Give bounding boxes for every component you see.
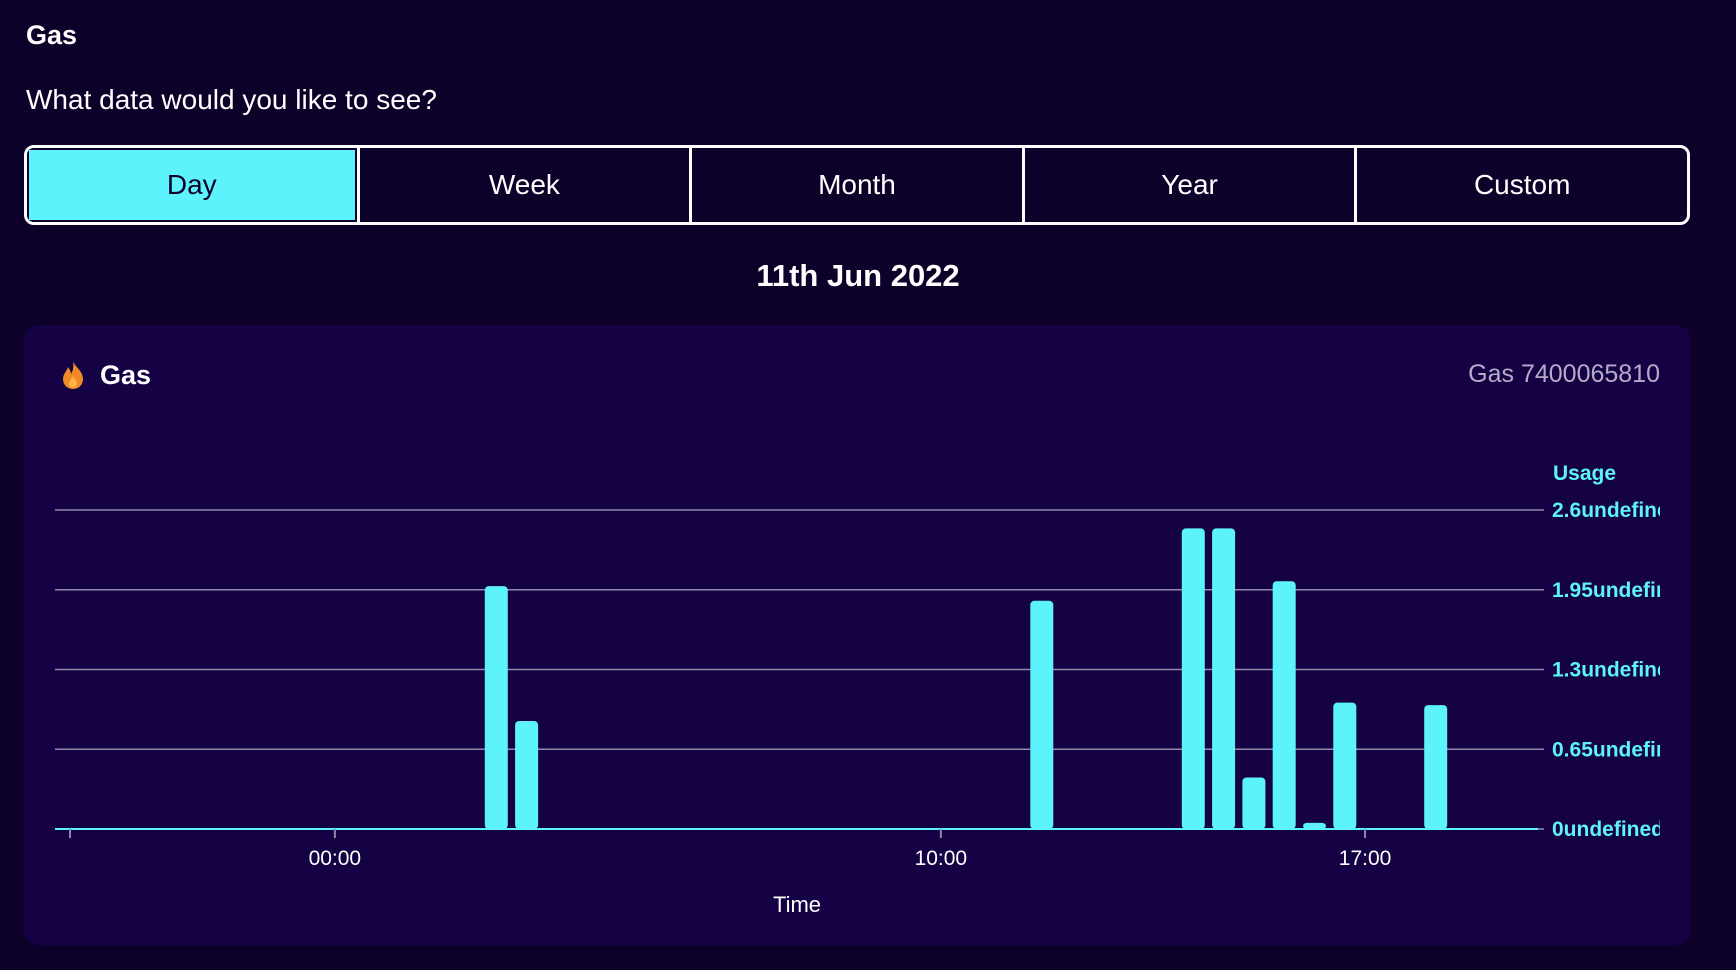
usage-bar[interactable]	[1242, 777, 1266, 830]
tab-year[interactable]: Year	[1025, 148, 1358, 222]
usage-bar[interactable]	[1181, 528, 1205, 829]
usage-bar[interactable]	[1424, 705, 1448, 829]
y-tick-label: 0.65undefined	[1552, 738, 1693, 761]
usage-bar[interactable]	[1272, 581, 1296, 829]
x-tick-label: 17:00	[1339, 847, 1392, 870]
y-tick-label: 0undefined	[1552, 818, 1664, 841]
card-title: Gas	[100, 360, 152, 390]
usage-card	[24, 325, 1690, 945]
usage-bar[interactable]	[1333, 702, 1357, 829]
flame-icon	[63, 361, 83, 389]
y-tick-label: 1.3undefined	[1552, 659, 1682, 682]
section-title: Gas	[26, 20, 78, 50]
usage-bar[interactable]	[1030, 600, 1054, 829]
usage-bar[interactable]	[484, 586, 508, 829]
tab-custom[interactable]: Custom	[1473, 169, 1571, 200]
chart-axis: 0undefined 0.65undefined 1.3undefined 1.95u…	[55, 499, 1693, 870]
chart-grid	[55, 509, 1544, 830]
period-tabs: Day Week Month Year Custom	[24, 145, 1690, 225]
x-tick-label: 00:00	[309, 847, 362, 870]
chart-bars	[60, 528, 1539, 830]
tab-week[interactable]: Week	[360, 148, 693, 222]
tab-month[interactable]: Month	[692, 148, 1025, 222]
y-tick-label: 1.95undefined	[1552, 579, 1693, 602]
question-text: What data would you like to see?	[26, 84, 437, 115]
tab-day[interactable]: Day	[27, 148, 360, 222]
x-tick-label: 10:00	[915, 847, 968, 870]
usage-bar[interactable]	[1303, 822, 1326, 829]
usage-bar[interactable]	[515, 721, 539, 829]
date-heading: 11th Jun 2022	[756, 258, 960, 293]
meter-label: Gas 7400065810	[1468, 360, 1660, 388]
usage-bar[interactable]	[1212, 528, 1236, 829]
y-tick-label: 2.6undefined	[1552, 499, 1682, 522]
y-axis-title: Usage	[1553, 462, 1616, 485]
x-axis-title: Time	[773, 892, 821, 917]
